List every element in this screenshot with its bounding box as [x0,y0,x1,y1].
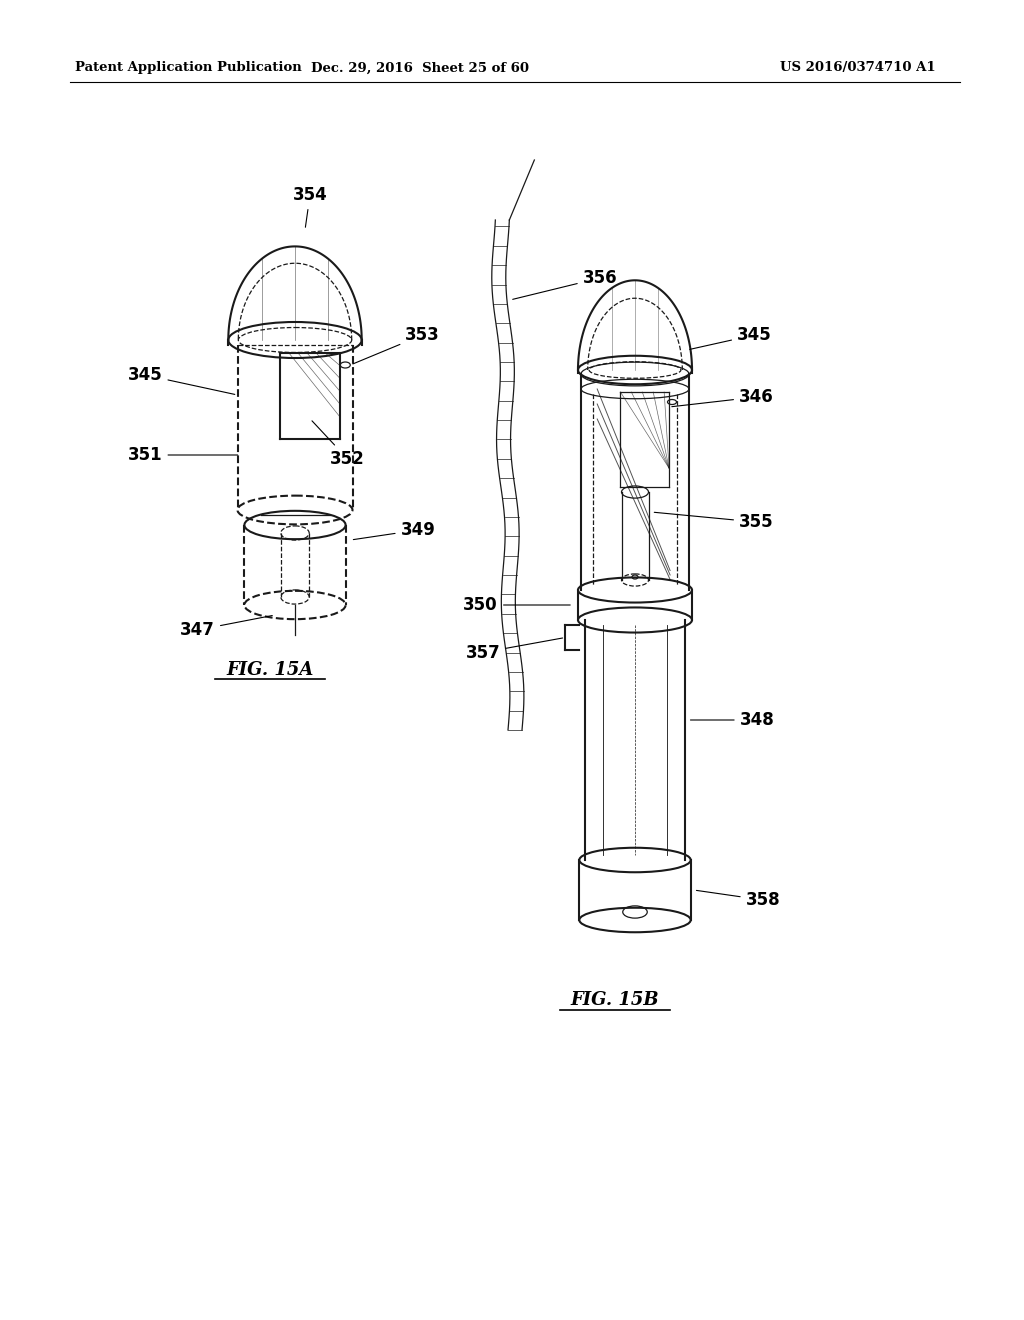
Text: 345: 345 [690,326,772,350]
Text: 348: 348 [690,711,774,729]
Text: US 2016/0374710 A1: US 2016/0374710 A1 [780,62,936,74]
Text: 352: 352 [312,421,365,467]
Text: FIG. 15B: FIG. 15B [570,991,659,1008]
Text: 356: 356 [513,269,617,300]
Text: 357: 357 [466,638,562,661]
Text: Dec. 29, 2016  Sheet 25 of 60: Dec. 29, 2016 Sheet 25 of 60 [311,62,529,74]
Text: 358: 358 [696,891,780,909]
Text: 346: 346 [672,388,774,407]
Text: 355: 355 [654,512,773,531]
Text: 354: 354 [293,186,328,227]
Text: 350: 350 [464,597,570,614]
Text: 353: 353 [353,326,440,364]
Text: 351: 351 [128,446,238,465]
Text: 347: 347 [180,615,272,639]
Text: Patent Application Publication: Patent Application Publication [75,62,302,74]
Text: 349: 349 [353,521,435,540]
Text: FIG. 15A: FIG. 15A [226,661,313,678]
Text: 345: 345 [128,366,234,395]
